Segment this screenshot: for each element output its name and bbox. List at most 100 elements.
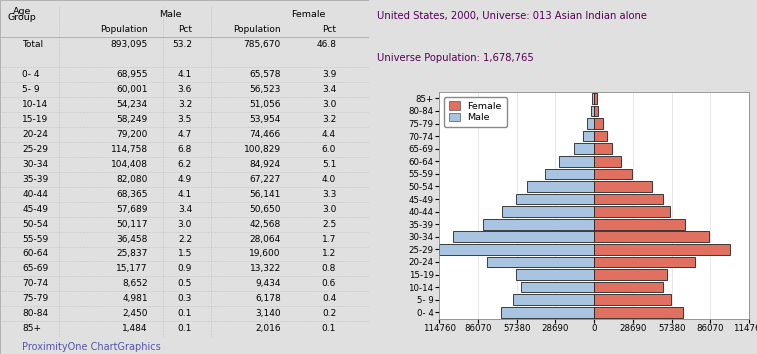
Text: 82,080: 82,080 bbox=[117, 175, 148, 184]
Text: 4.1: 4.1 bbox=[178, 70, 192, 79]
Bar bbox=[594, 232, 709, 242]
Text: 3.9: 3.9 bbox=[322, 70, 336, 79]
Text: 6.8: 6.8 bbox=[178, 145, 192, 154]
Text: 0.1: 0.1 bbox=[178, 309, 192, 318]
Bar bbox=[594, 206, 670, 217]
Text: 51,056: 51,056 bbox=[249, 100, 281, 109]
Text: 75-79: 75-79 bbox=[22, 295, 48, 303]
Text: 1.5: 1.5 bbox=[178, 250, 192, 258]
Bar bbox=[592, 93, 594, 104]
Bar bbox=[545, 169, 594, 179]
Text: 0.4: 0.4 bbox=[322, 295, 336, 303]
Text: Male: Male bbox=[159, 10, 181, 19]
Text: United States, 2000, Universe: 013 Asian Indian alone: United States, 2000, Universe: 013 Asian… bbox=[377, 11, 647, 21]
Bar bbox=[594, 169, 632, 179]
Text: 893,095: 893,095 bbox=[111, 40, 148, 49]
Text: Population: Population bbox=[100, 25, 148, 34]
Text: 19,600: 19,600 bbox=[249, 250, 281, 258]
Bar bbox=[594, 93, 597, 104]
Text: 10-14: 10-14 bbox=[22, 100, 48, 109]
Text: 50,117: 50,117 bbox=[117, 219, 148, 229]
Text: 114,758: 114,758 bbox=[111, 145, 148, 154]
Text: 58,249: 58,249 bbox=[117, 115, 148, 124]
Text: 4.0: 4.0 bbox=[322, 175, 336, 184]
Bar bbox=[594, 118, 603, 129]
Text: 53.2: 53.2 bbox=[172, 40, 192, 49]
Text: 3.5: 3.5 bbox=[178, 115, 192, 124]
Text: 1.2: 1.2 bbox=[322, 250, 336, 258]
Text: 0.1: 0.1 bbox=[322, 324, 336, 333]
Text: 785,670: 785,670 bbox=[244, 40, 281, 49]
Text: 3.0: 3.0 bbox=[322, 205, 336, 213]
Text: 2,016: 2,016 bbox=[255, 324, 281, 333]
Text: 28,064: 28,064 bbox=[250, 235, 281, 244]
Text: 3.0: 3.0 bbox=[322, 100, 336, 109]
Legend: Female, Male: Female, Male bbox=[444, 97, 506, 127]
Text: 0.2: 0.2 bbox=[322, 309, 336, 318]
Bar bbox=[574, 143, 594, 154]
Bar bbox=[527, 181, 594, 192]
Bar bbox=[594, 181, 652, 192]
Text: Age: Age bbox=[13, 7, 31, 16]
Text: 2.5: 2.5 bbox=[322, 219, 336, 229]
Text: 6.2: 6.2 bbox=[178, 160, 192, 169]
Text: 79,200: 79,200 bbox=[117, 130, 148, 139]
Text: 30-34: 30-34 bbox=[22, 160, 48, 169]
Text: 85+: 85+ bbox=[22, 324, 41, 333]
Text: 15-19: 15-19 bbox=[22, 115, 48, 124]
Text: 2,450: 2,450 bbox=[123, 309, 148, 318]
Text: 104,408: 104,408 bbox=[111, 160, 148, 169]
Text: Population: Population bbox=[233, 25, 281, 34]
Text: 35-39: 35-39 bbox=[22, 175, 48, 184]
Bar bbox=[594, 143, 612, 154]
Bar bbox=[594, 194, 662, 204]
Bar bbox=[591, 105, 594, 116]
Text: 0.5: 0.5 bbox=[178, 279, 192, 289]
Text: 3.6: 3.6 bbox=[178, 85, 192, 94]
Bar bbox=[594, 282, 663, 292]
Text: 13,322: 13,322 bbox=[250, 264, 281, 273]
Text: 60-64: 60-64 bbox=[22, 250, 48, 258]
Text: 8,652: 8,652 bbox=[122, 279, 148, 289]
Text: 6.0: 6.0 bbox=[322, 145, 336, 154]
Text: 50,650: 50,650 bbox=[249, 205, 281, 213]
Text: 0.8: 0.8 bbox=[322, 264, 336, 273]
Text: 0.1: 0.1 bbox=[178, 324, 192, 333]
Bar bbox=[583, 131, 594, 142]
Text: 42,568: 42,568 bbox=[250, 219, 281, 229]
Bar bbox=[594, 105, 599, 116]
Text: 1.7: 1.7 bbox=[322, 235, 336, 244]
Text: 57,689: 57,689 bbox=[117, 205, 148, 213]
Bar bbox=[521, 282, 594, 292]
Text: 54,234: 54,234 bbox=[117, 100, 148, 109]
Text: Universe Population: 1,678,765: Universe Population: 1,678,765 bbox=[377, 53, 534, 63]
Text: 2.2: 2.2 bbox=[178, 235, 192, 244]
Text: 50-54: 50-54 bbox=[22, 219, 48, 229]
Text: 55-59: 55-59 bbox=[22, 235, 48, 244]
Text: 4,981: 4,981 bbox=[122, 295, 148, 303]
Bar bbox=[516, 194, 594, 204]
Bar bbox=[502, 206, 594, 217]
Text: Total: Total bbox=[22, 40, 43, 49]
Text: 60,001: 60,001 bbox=[117, 85, 148, 94]
Text: 6,178: 6,178 bbox=[255, 295, 281, 303]
Text: 5.1: 5.1 bbox=[322, 160, 336, 169]
Text: Group: Group bbox=[8, 13, 36, 22]
Text: 65,578: 65,578 bbox=[249, 70, 281, 79]
Text: 3.4: 3.4 bbox=[178, 205, 192, 213]
Text: 25,837: 25,837 bbox=[117, 250, 148, 258]
Bar bbox=[453, 232, 594, 242]
Text: 4.1: 4.1 bbox=[178, 190, 192, 199]
Bar bbox=[594, 244, 731, 255]
Bar bbox=[513, 295, 594, 305]
Text: 9,434: 9,434 bbox=[255, 279, 281, 289]
Text: 70-74: 70-74 bbox=[22, 279, 48, 289]
Text: Female: Female bbox=[291, 10, 326, 19]
Bar bbox=[483, 219, 594, 229]
Text: 15,177: 15,177 bbox=[117, 264, 148, 273]
Bar bbox=[559, 156, 594, 167]
Bar bbox=[594, 131, 607, 142]
Text: 0.3: 0.3 bbox=[178, 295, 192, 303]
Text: 46.8: 46.8 bbox=[316, 40, 336, 49]
Text: 68,365: 68,365 bbox=[117, 190, 148, 199]
